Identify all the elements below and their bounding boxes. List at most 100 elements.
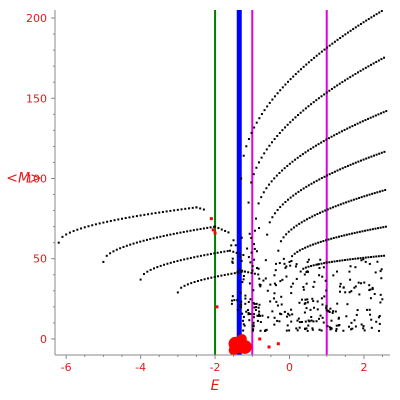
cloud-point (309, 308, 312, 311)
curve-6-point (322, 140, 325, 143)
curve-4-point (276, 92, 279, 95)
curve-8-point (347, 200, 350, 203)
cloud-point (251, 269, 254, 272)
cloud-point (353, 286, 356, 289)
cloud-point (255, 302, 258, 305)
cloud-point (313, 306, 316, 309)
curve-6-point (317, 143, 320, 146)
curve-1-point (162, 234, 165, 237)
cloud-point (342, 286, 345, 289)
cloud-point (330, 327, 333, 330)
cloud-point (285, 265, 288, 268)
cloud-point (252, 321, 255, 324)
x-tick-label: 2 (360, 361, 367, 374)
cloud-point (353, 319, 356, 322)
cloud-point (327, 310, 330, 313)
curve-6-point (351, 125, 354, 128)
curve-1-point (129, 243, 132, 246)
cloud-point (344, 291, 347, 294)
curve-5-point (359, 69, 362, 72)
curve-9-point (304, 246, 307, 249)
curve-9-point (377, 227, 380, 230)
curve-5-point (346, 77, 349, 80)
curve-4-point (354, 26, 357, 29)
curve-8-point (360, 196, 363, 199)
curve-5-point (362, 68, 365, 71)
curve-4-point (281, 86, 284, 89)
cloud-point (378, 322, 381, 325)
cloud-point (318, 274, 321, 277)
cloud-point (300, 298, 303, 301)
curve-3-point (243, 270, 246, 273)
curve-7-point (307, 184, 310, 187)
cloud-point (321, 303, 324, 306)
curve-4-point (346, 31, 349, 34)
curve-3-point (206, 277, 209, 280)
cloud-point (368, 289, 371, 292)
curve-7-point (310, 182, 313, 185)
curve-5-point (299, 111, 302, 114)
cloud-point (297, 317, 300, 320)
curve-5-point (310, 103, 313, 106)
curve-5-point (286, 123, 289, 126)
curve-9-point (291, 255, 294, 258)
curve-1-point (119, 247, 122, 250)
curve-9-point (293, 252, 296, 255)
highlight-points (209, 217, 280, 356)
curve-5-point (271, 141, 274, 144)
cloud-point (261, 314, 264, 317)
curve-7-point (292, 194, 295, 197)
cloud-point (252, 328, 255, 331)
curve-7-point (279, 206, 282, 209)
curve-0-point (68, 231, 71, 234)
curve-5-point (383, 56, 386, 59)
curve-10-point (315, 263, 318, 266)
curve-10-point (320, 262, 323, 265)
curve-1-point (139, 240, 142, 243)
curve-7-point (328, 173, 331, 176)
curve-6-point (307, 149, 310, 152)
cloud-point (371, 288, 374, 291)
cloud-point (325, 306, 328, 309)
curve-10-point (346, 258, 349, 261)
curve-5-point (260, 156, 263, 159)
cloud-point (362, 258, 365, 261)
curve-8-point (303, 219, 306, 222)
cloud-point (291, 282, 294, 285)
curve-1-point (102, 260, 105, 263)
curve-2-point (176, 260, 179, 263)
cloud-point (307, 324, 310, 327)
curve-5-point (375, 60, 378, 63)
cloud-point (316, 300, 319, 303)
cloud-point (289, 264, 292, 267)
curve-1-point (192, 229, 195, 232)
cloud-point (320, 329, 323, 332)
cloud-point (304, 298, 307, 301)
curve-4-point (362, 21, 365, 24)
curve-3-point (257, 273, 260, 276)
curve-4-point (242, 154, 245, 157)
cloud-point (325, 309, 328, 312)
curve-4-point (292, 75, 295, 78)
cloud-point (267, 316, 270, 319)
cloud-point (319, 258, 322, 261)
curve-6-point (320, 141, 323, 144)
curve-9-point (314, 242, 317, 245)
curve-8-point (298, 222, 301, 225)
curve-5-point (333, 86, 336, 89)
cloud-point (269, 300, 272, 303)
curve-7-point (318, 178, 321, 181)
curve-6-point (262, 191, 265, 194)
cloud-point (287, 312, 290, 315)
curve-7-point (383, 150, 386, 153)
cloud-point (244, 297, 247, 300)
cloud-point (250, 236, 253, 239)
cloud-point (246, 247, 249, 250)
cloud-point (304, 327, 307, 330)
cloud-point (380, 268, 383, 271)
curve-1-point (149, 238, 152, 241)
curve-8-point (324, 209, 327, 212)
curve-8-point (345, 201, 348, 204)
cloud-point (377, 316, 380, 319)
curve-7-point (339, 168, 342, 171)
